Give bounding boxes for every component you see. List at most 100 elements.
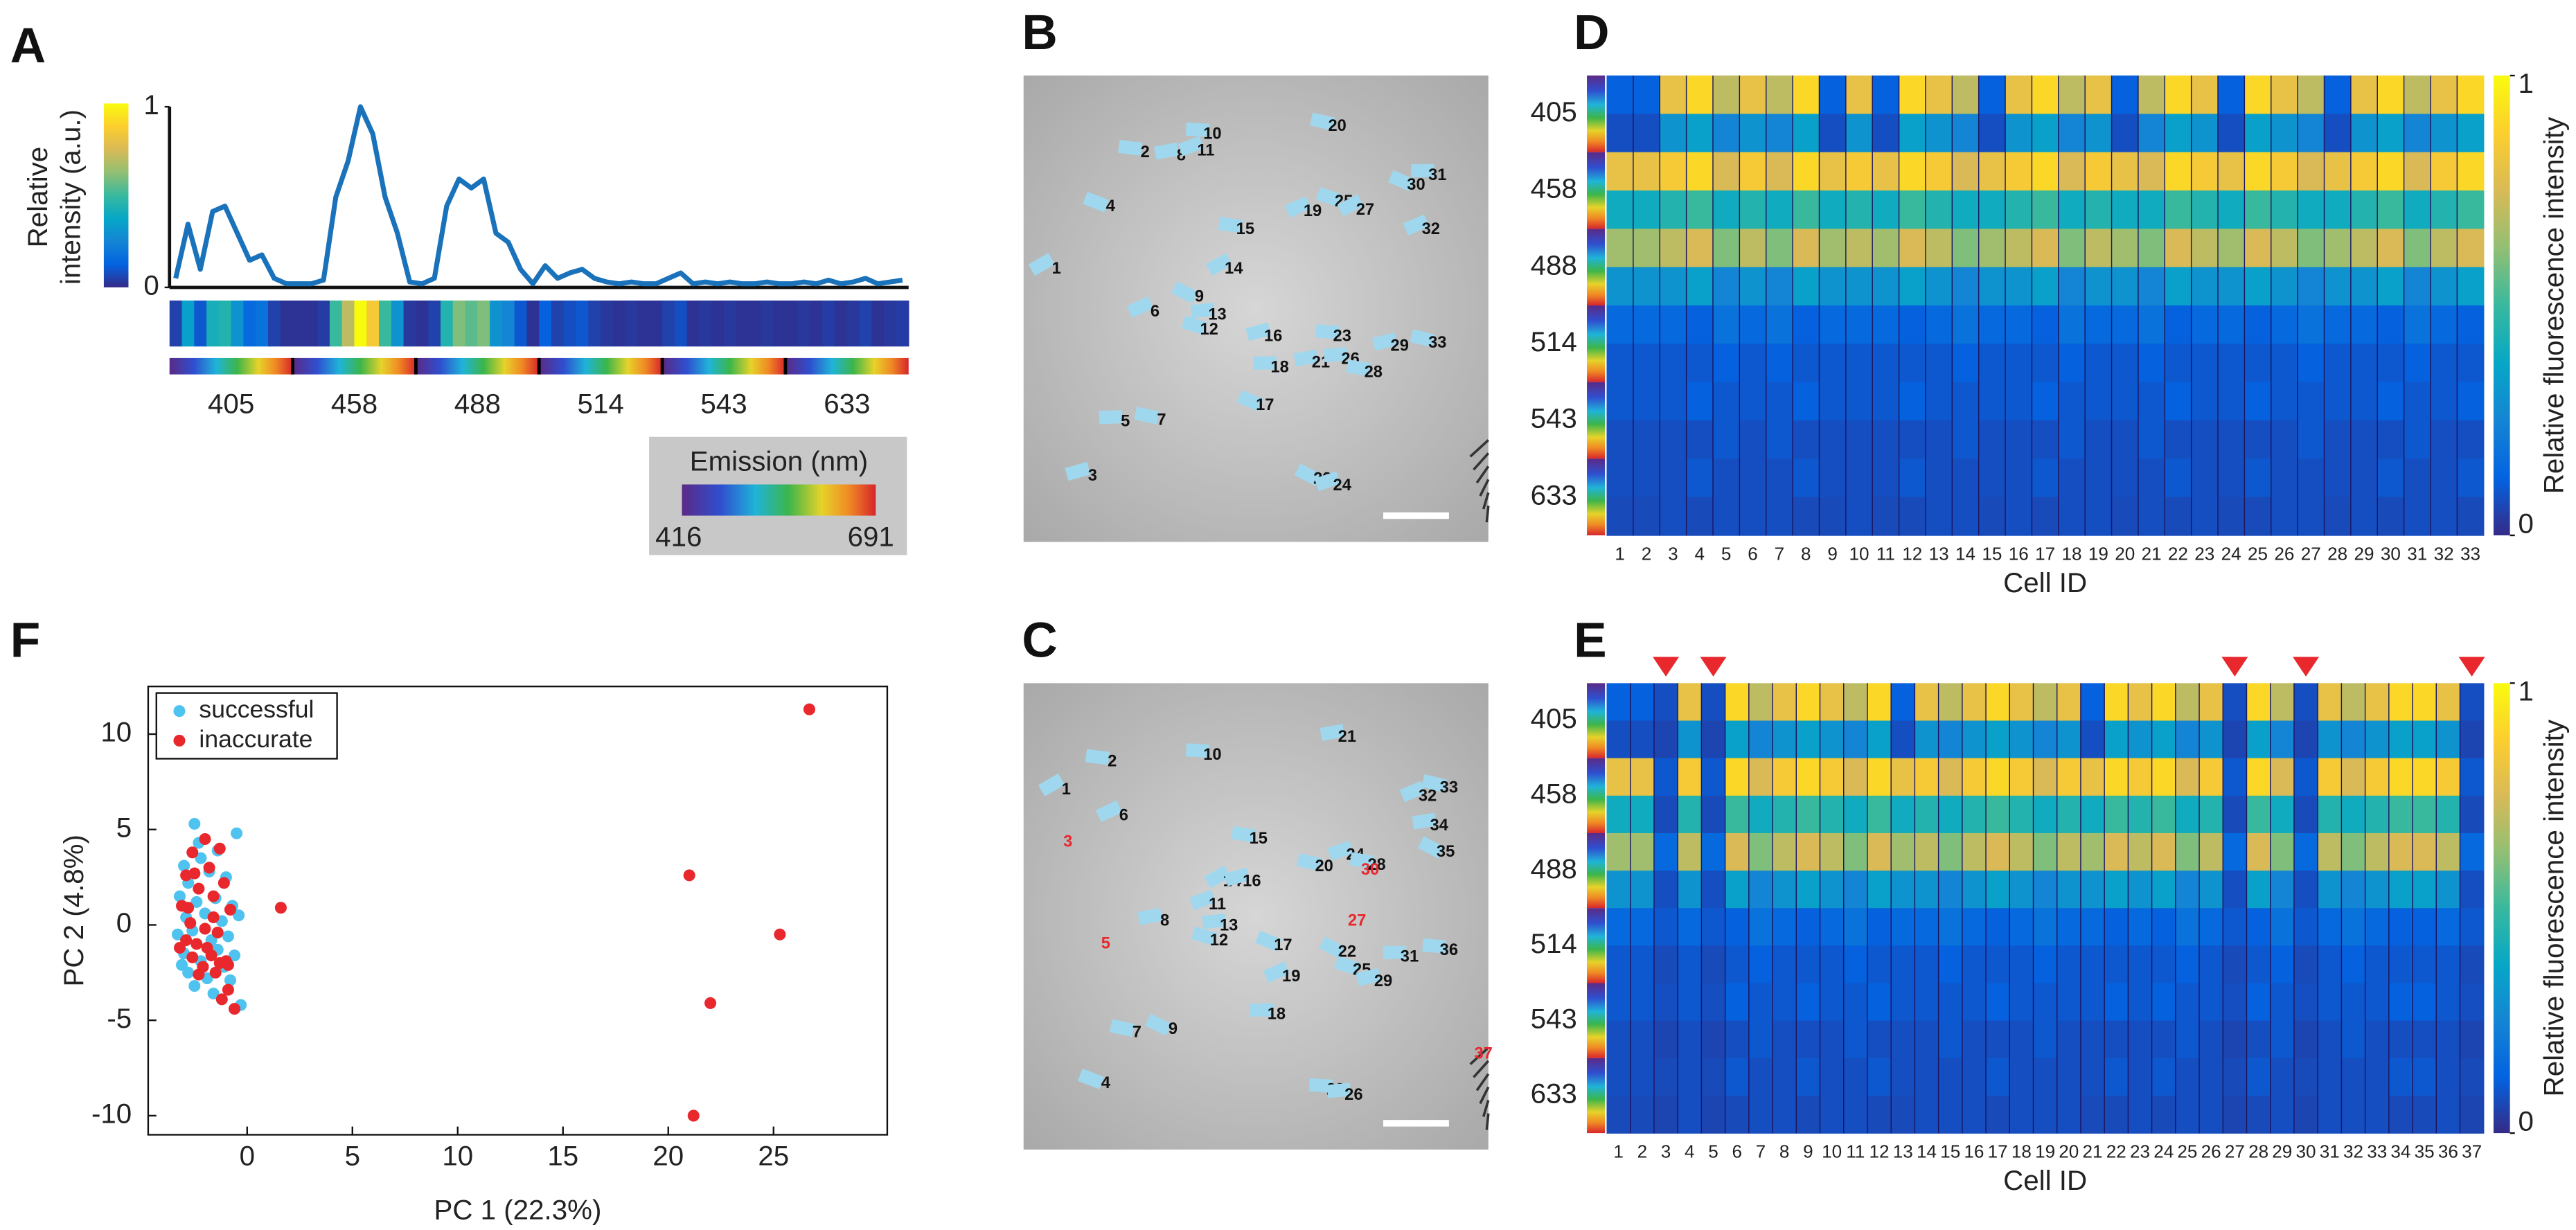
heatmap-cell: [1653, 1020, 1678, 1059]
heatmap-cell: [1766, 267, 1793, 306]
point: [199, 922, 211, 935]
heatmap-cell: [2009, 983, 2034, 1022]
heatmap-cell: [1606, 908, 1631, 947]
heatmap-cell: [2365, 908, 2390, 947]
heatmap-cell: [2128, 832, 2153, 871]
heatmap-cell: [2080, 683, 2105, 722]
heatmap-cell: [2175, 832, 2200, 871]
heatmap-cell: [1899, 305, 1926, 345]
heatmap-cell: [2457, 152, 2485, 191]
heatmap-cell: [2341, 908, 2366, 947]
spectrum-strip-cell: [551, 300, 565, 347]
x-tick-label: 16: [1964, 1141, 1984, 1161]
x-tick-label: 24: [2153, 1141, 2174, 1161]
heatmap-cell: [2191, 420, 2219, 460]
heatmap-cell: [1819, 344, 1847, 383]
heatmap-cell: [2151, 945, 2176, 984]
heatmap-cell: [1712, 420, 1741, 460]
panel-letter: B: [1022, 6, 1057, 60]
heatmap-cell: [2151, 832, 2176, 871]
heatmap-cell: [2298, 382, 2325, 421]
heatmap-cell: [2457, 344, 2485, 383]
heatmap-cell: [2388, 1095, 2413, 1134]
cell-mask: [1127, 296, 1154, 319]
heatmap-cell: [1819, 75, 1847, 115]
heatmap-cell: [1867, 832, 1892, 871]
heatmap-cell: [2111, 420, 2139, 460]
x-tick-label: 30: [2381, 543, 2401, 564]
heatmap-cell: [2104, 795, 2129, 834]
heatmap-cell: [2033, 1020, 2058, 1059]
cell-label: 19: [1304, 202, 1322, 220]
heatmap-cell: [2032, 75, 2059, 115]
heatmap-cell: [1793, 190, 1820, 230]
heatmap-cell: [2365, 1095, 2390, 1134]
heatmap-cell: [2244, 190, 2272, 230]
spectrum-strip-cell: [317, 300, 330, 347]
heatmap-cell: [2244, 114, 2272, 153]
point: [195, 852, 207, 864]
heatmap-cell: [1633, 114, 1660, 153]
point: [193, 882, 205, 895]
heatmap-cell: [1925, 190, 1953, 230]
heatmap-cell: [2244, 229, 2272, 268]
heatmap-cell: [2199, 720, 2223, 759]
cell-mask: [1309, 112, 1335, 131]
heatmap-cell: [1739, 305, 1767, 345]
heatmap-cell: [2032, 190, 2059, 230]
heatmap-cell: [1678, 983, 1703, 1022]
heatmap-cell: [2436, 1058, 2461, 1096]
heatmap-cell: [1793, 458, 1820, 498]
heatmap-cell: [1773, 720, 1797, 759]
heatmap-cell: [2138, 190, 2165, 230]
y-tick-label: -10: [91, 1098, 132, 1130]
y-axis-label: intensity (a.u.): [55, 109, 86, 285]
cell-mask: [1205, 253, 1233, 276]
cell-mask: [1065, 461, 1091, 481]
y-tick-label: 0: [116, 907, 132, 938]
x-tick-label: 17: [2035, 543, 2055, 564]
heatmap-cell: [2033, 1095, 2058, 1134]
heatmap-cell: [1712, 458, 1741, 498]
y-tick-label: 543: [1531, 1003, 1577, 1034]
heatmap-cell: [2298, 344, 2325, 383]
heatmap-cell: [1678, 908, 1703, 947]
cell-mask: [1237, 390, 1263, 411]
heatmap-cell: [1938, 983, 1963, 1022]
heatmap-cell: [2199, 683, 2223, 722]
heatmap-cell: [2413, 983, 2437, 1022]
heatmap-cell: [2032, 497, 2059, 536]
heatmap-cell: [1793, 305, 1820, 345]
y-tick-label: 10: [100, 717, 132, 748]
heatmap-cell: [2246, 832, 2271, 871]
heatmap-cell: [1978, 229, 2006, 268]
heatmap-cell: [2318, 1058, 2343, 1096]
heatmap-cell: [2111, 382, 2139, 421]
heatmap-cell: [2218, 75, 2246, 115]
heatmap-cell: [2218, 344, 2246, 383]
heatmap-cell: [2223, 758, 2248, 796]
heatmap-cell: [1915, 871, 1939, 909]
heatmap-cell: [1630, 720, 1655, 759]
heatmap-cell: [1606, 795, 1631, 834]
legend-box: [155, 692, 338, 760]
heatmap-cell: [1986, 1095, 2010, 1134]
heatmap-cell: [1739, 344, 1767, 383]
x-tick-label: 15: [1982, 543, 2002, 564]
heatmap-cell: [2430, 229, 2458, 268]
heatmap-cell: [1739, 420, 1767, 460]
heatmap-cell: [2033, 983, 2058, 1022]
emission-strip: [1587, 832, 1606, 909]
cell-label: 1: [1062, 781, 1071, 799]
cell-label: 33: [1428, 334, 1446, 352]
heatmap-cell: [2151, 908, 2176, 947]
cell-label: 10: [1203, 125, 1221, 143]
heatmap-cell: [1773, 1058, 1797, 1096]
heatmap-cell: [2457, 420, 2485, 460]
heatmap-cell: [1678, 832, 1703, 871]
heatmap-cell: [1606, 267, 1634, 306]
heatmap-cell: [1793, 497, 1820, 536]
heatmap-cell: [1748, 683, 1773, 722]
cell-mask: [1326, 1082, 1351, 1098]
